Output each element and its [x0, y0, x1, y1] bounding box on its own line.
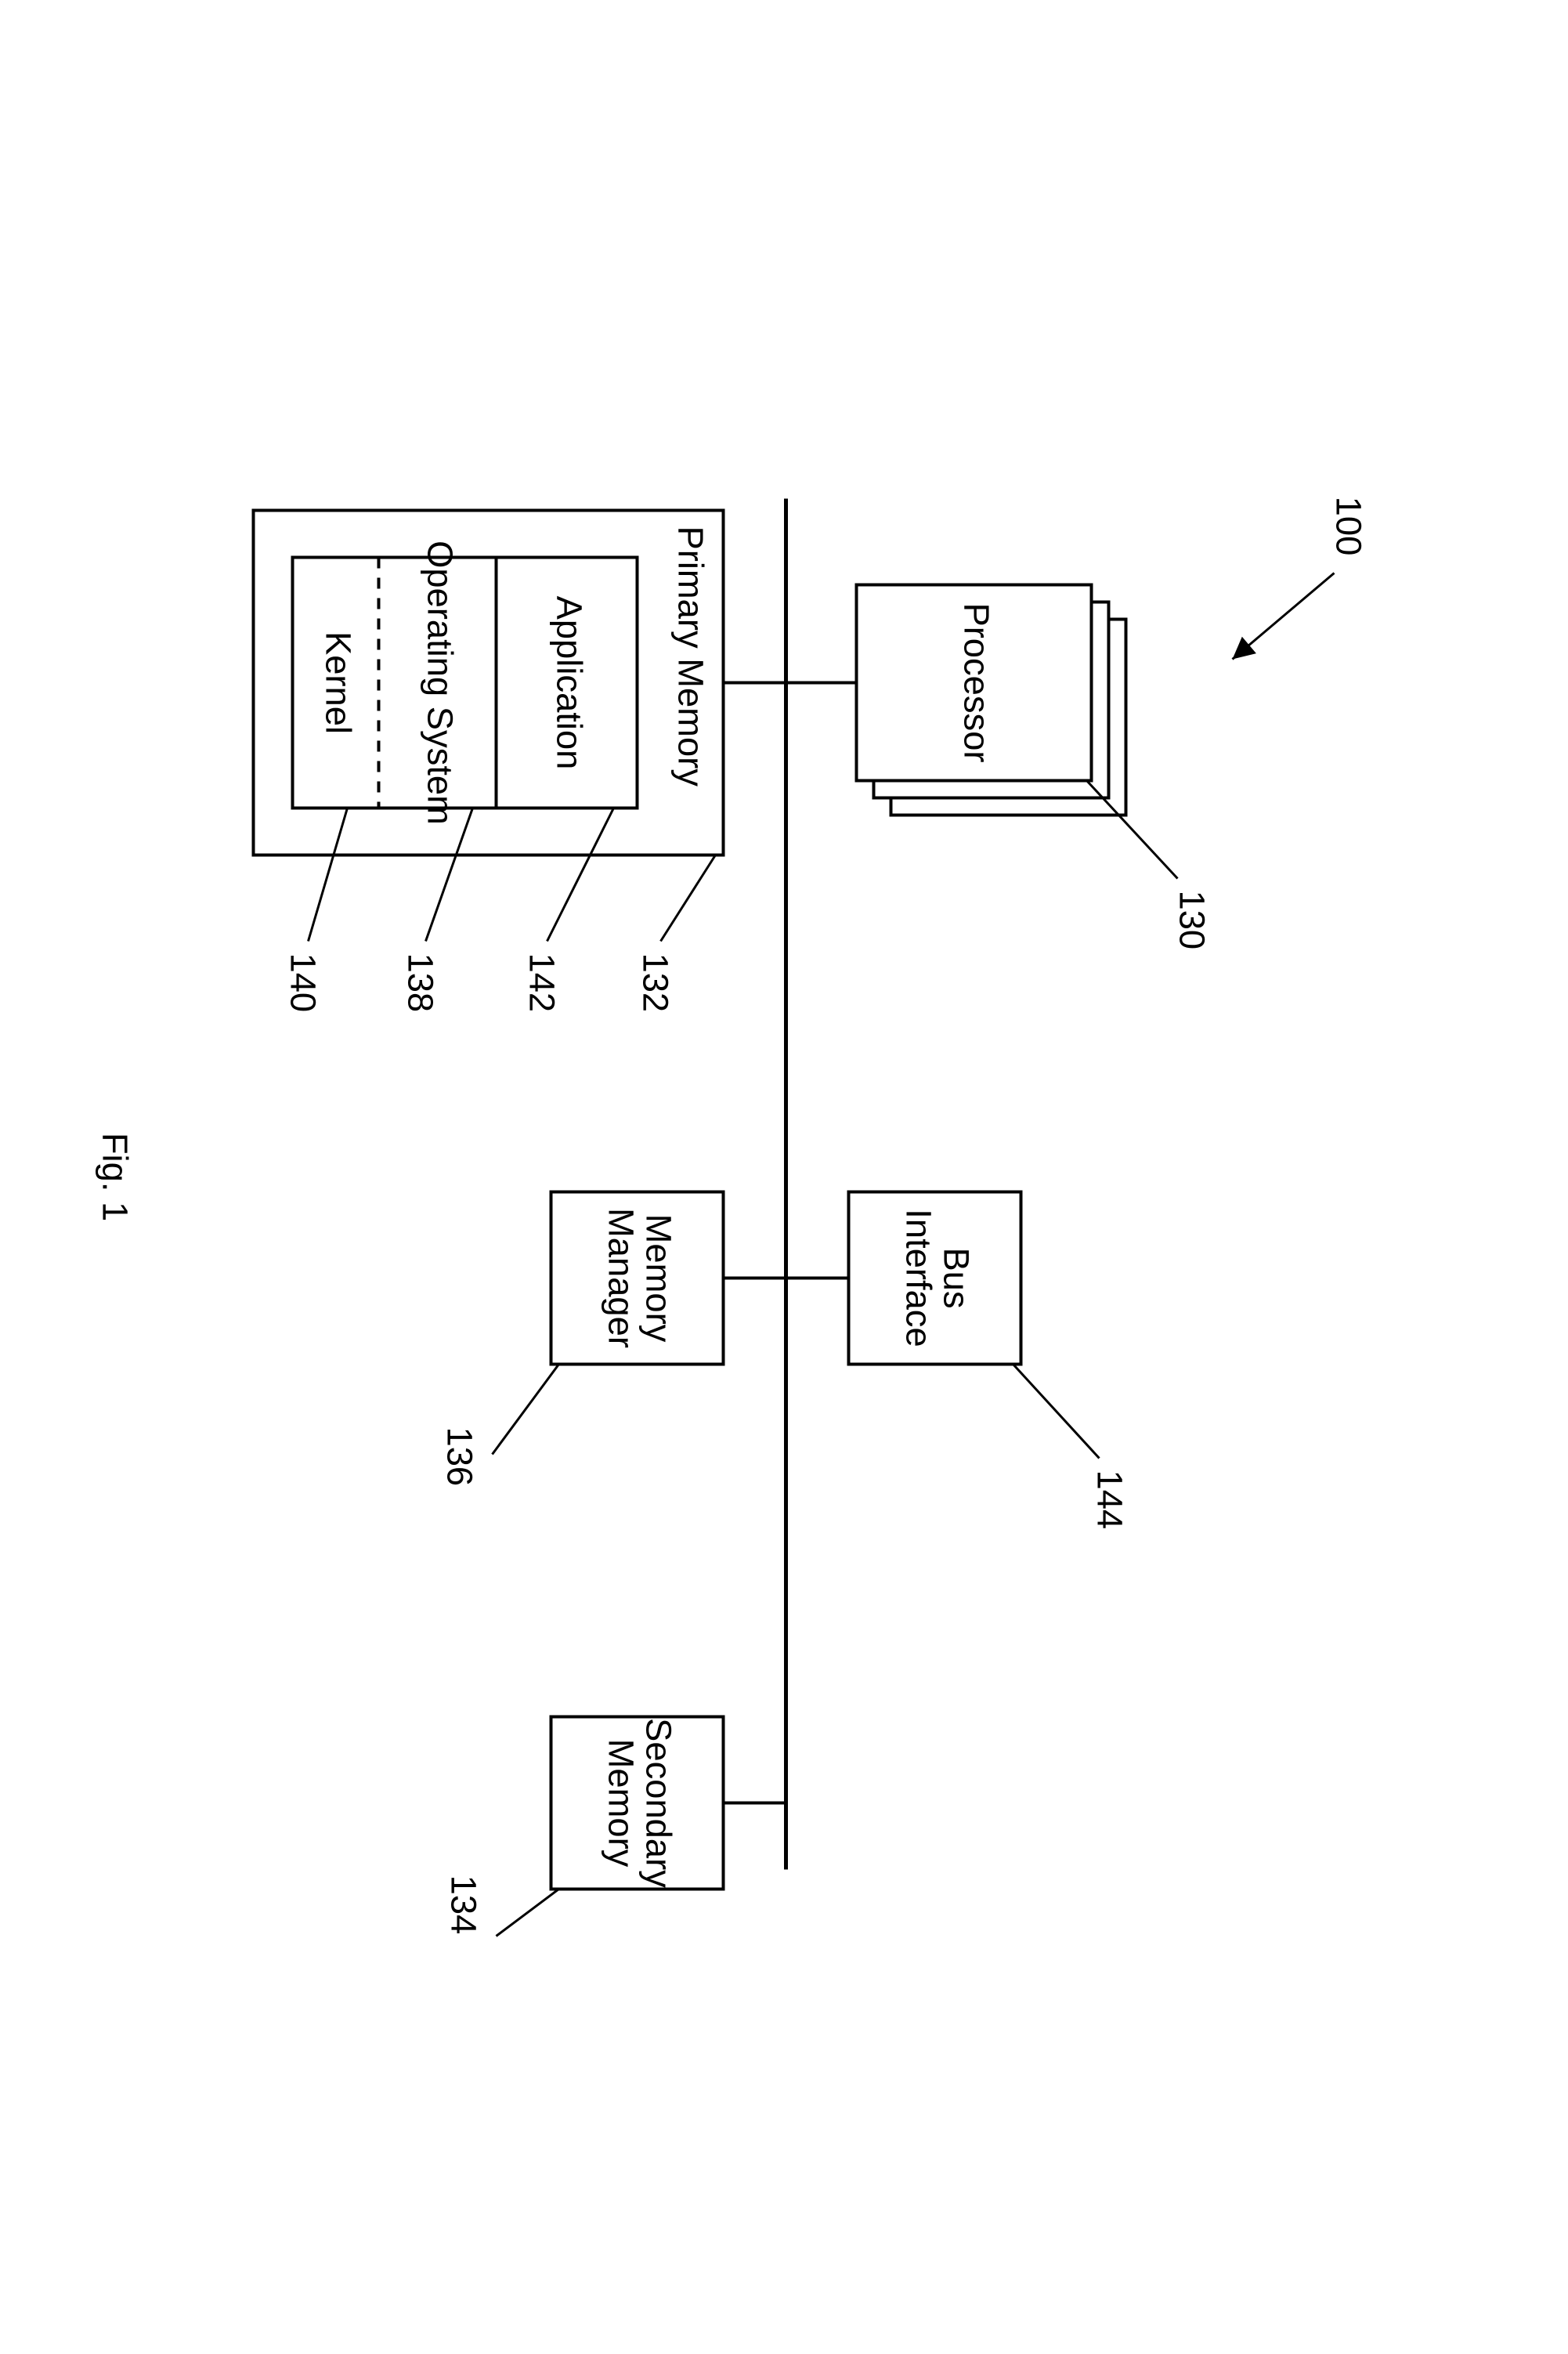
bus-interface-label-1: Bus: [937, 1247, 977, 1308]
primary-memory-leader: [661, 855, 716, 942]
memory-manager-label-1: Memory: [639, 1214, 679, 1343]
memory-manager-ref: 136: [440, 1427, 480, 1487]
memory-manager-leader: [493, 1365, 559, 1455]
primary-memory-section-label-0: Application: [550, 596, 590, 770]
processor-label: Processor: [957, 602, 997, 762]
processor-leader: [1087, 781, 1178, 879]
primary-memory-section-ref-2: 140: [284, 953, 323, 1013]
primary-memory-section-leader-0: [547, 808, 614, 942]
processor-ref: 130: [1172, 891, 1212, 950]
primary-memory-section-ref-0: 142: [522, 953, 562, 1013]
primary-memory-label: Primary Memory: [671, 526, 711, 787]
primary-memory-section-ref-1: 138: [401, 953, 441, 1013]
bus-interface-ref: 144: [1090, 1470, 1130, 1530]
memory-manager-label-2: Manager: [602, 1208, 641, 1348]
overall-ref-arrowhead: [1233, 637, 1256, 660]
secondary-memory-leader: [497, 1889, 559, 1936]
secondary-memory-label-1: Secondary: [639, 1718, 679, 1888]
figure-label: Fig. 1: [96, 1133, 135, 1221]
system-block-diagram: 100Processor130BusInterface144MemoryMana…: [0, 0, 1568, 2354]
diagram-rotated-group: 100Processor130BusInterface144MemoryMana…: [96, 497, 1369, 1936]
primary-memory-section-leader-1: [426, 808, 473, 942]
secondary-memory-label-2: Memory: [602, 1739, 641, 1868]
primary-memory-section-label-2: Kernel: [319, 631, 359, 734]
bus-interface-label-2: Interface: [899, 1209, 939, 1347]
primary-memory-section-label-1: Operating System: [421, 541, 461, 825]
overall-ref-number: 100: [1329, 497, 1369, 556]
primary-memory-section-leader-2: [309, 808, 348, 942]
secondary-memory-ref: 134: [444, 1875, 484, 1935]
primary-memory-ref: 132: [636, 953, 676, 1013]
bus-interface-leader: [1013, 1365, 1100, 1459]
